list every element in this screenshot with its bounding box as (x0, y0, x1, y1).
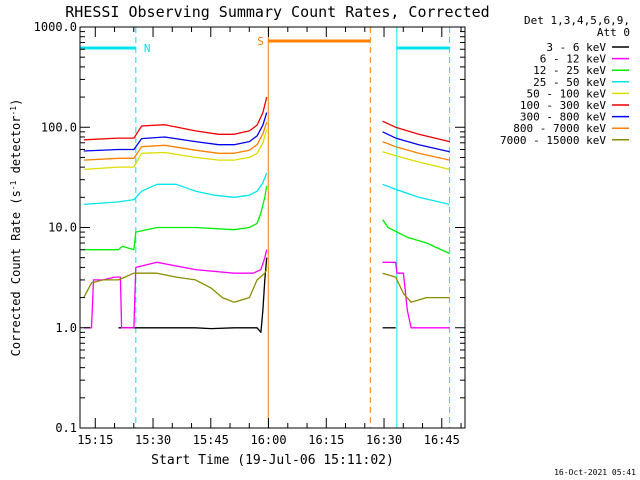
legend-label: 3 - 6 keV (546, 41, 606, 54)
series-line (382, 261, 450, 329)
legend-label: 7000 - 15000 keV (500, 134, 606, 147)
series-line (382, 219, 450, 255)
y-tick-label: 100.0 (41, 120, 77, 134)
legend-label: 6 - 12 keV (540, 53, 607, 66)
series-line (382, 272, 450, 303)
x-axis-label: Start Time (19-Jul-06 15:11:02) (151, 453, 394, 468)
series-line (83, 249, 268, 329)
series-line (382, 140, 450, 161)
y-axis-label: Corrected Count Rate (s-1 detector-1) (9, 99, 24, 357)
timestamp: 16-Oct-2021 05:41 (554, 468, 636, 477)
series-line (382, 151, 450, 171)
y-axis-label-superscript: -1 (9, 180, 18, 190)
series-line (382, 120, 450, 143)
legend-label: 300 - 800 keV (520, 111, 606, 124)
x-tick-label: 15:15 (77, 433, 113, 447)
legend-label: 50 - 100 keV (527, 87, 607, 100)
flag-label: S (257, 35, 264, 48)
x-tick-label: 15:45 (193, 433, 229, 447)
y-tick-label: 0.1 (55, 421, 77, 435)
series-line (382, 131, 450, 153)
legend-label: 800 - 7000 keV (513, 122, 606, 135)
series-line (83, 185, 268, 251)
x-tick-label: 16:15 (308, 433, 344, 447)
x-tick-label: 15:30 (135, 433, 171, 447)
y-tick-label: 1000.0 (34, 20, 77, 34)
y-axis-label-part: ) (9, 99, 23, 106)
x-tick-label: 16:00 (250, 433, 286, 447)
legend-label: 25 - 50 keV (533, 76, 606, 89)
legend-header: Att 0 (597, 26, 630, 39)
series-line (83, 96, 268, 141)
series-line (83, 129, 268, 171)
legend-label: 100 - 300 keV (520, 99, 606, 112)
flag-label: N (144, 42, 151, 55)
series-line (83, 122, 268, 161)
y-tick-label: 1.0 (55, 321, 77, 335)
labels-layer: 0.1 1.0 10.0 100.0 1000.0 15:15 15:30 15:45 16:0… (9, 3, 637, 477)
x-tick-label: 16:30 (366, 433, 402, 447)
x-tick-label: 16:45 (424, 433, 460, 447)
y-axis-label-superscript: -1 (9, 106, 18, 116)
legend-header: Det 1,3,4,5,6,9, (524, 14, 630, 27)
series-line (83, 112, 268, 152)
axes-layer (79, 26, 466, 429)
series-layer (83, 96, 450, 333)
series-line (382, 183, 450, 206)
series-line (83, 172, 268, 206)
y-axis-label-part: Corrected Count Rate (s (9, 190, 23, 356)
legend-label: 12 - 25 keV (533, 64, 606, 77)
series-line (118, 257, 268, 333)
series-line (83, 269, 268, 303)
chart-title: RHESSI Observing Summary Count Rates, Co… (65, 3, 489, 21)
y-axis-label-part: detector (9, 116, 23, 181)
y-tick-label: 10.0 (48, 221, 77, 235)
